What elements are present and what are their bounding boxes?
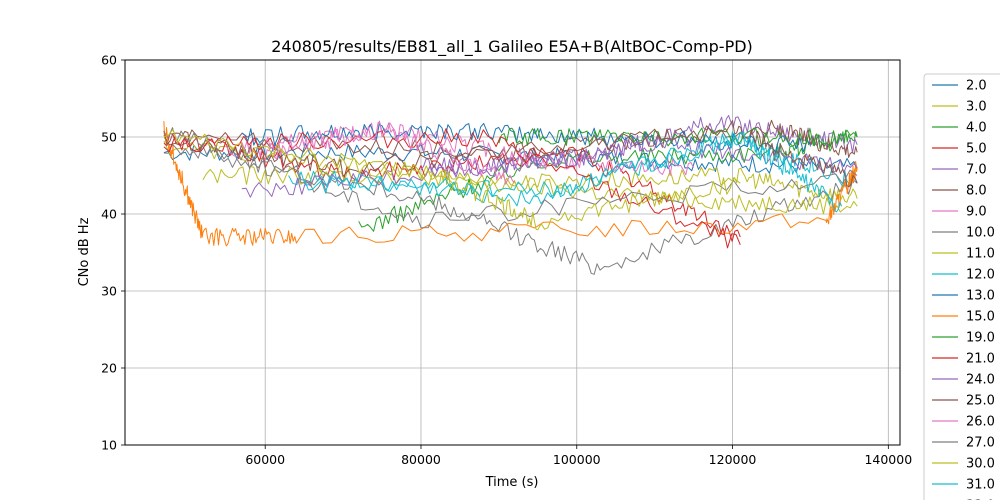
legend-label: 21.0 [966,352,995,367]
legend-label: 12.0 [966,268,995,283]
x-axis-label: Time (s) [485,475,539,490]
legend-label: 24.0 [966,373,995,388]
legend-label: 5.0 [966,142,987,157]
x-tick-label: 120000 [709,452,757,467]
legend-label: 3.0 [966,100,987,115]
series-line-24.0 [241,136,858,198]
legend-label: 9.0 [966,205,987,220]
series-line-30.0 [163,129,741,231]
series-line-15.0 [163,121,858,247]
series-line-7.0 [420,115,858,176]
legend: 2.0 3.0 4.0 5.0 7.0 8.0 9.0 10.0 11.0 12.0 13.0 15.… [923,73,1000,500]
legend-label: 7.0 [966,163,987,178]
legend-label: 31.0 [966,478,995,493]
legend-label: 27.0 [966,436,995,451]
series-line-12.0 [288,131,858,207]
series-line-3.0 [163,140,858,203]
y-tick-label: 60 [101,53,117,68]
legend-label: 26.0 [966,415,995,430]
x-tick-label: 80000 [401,452,441,467]
y-axis-label: CNo dB Hz [77,217,92,286]
y-tick-label: 30 [101,284,117,299]
series-line-4.0 [358,129,858,232]
legend-label: 15.0 [966,310,995,325]
legend-label: 11.0 [966,247,995,262]
legend-label: 25.0 [966,394,995,409]
series-line-27.0 [163,127,858,229]
legend-label: 4.0 [966,121,987,136]
chart-title: 240805/results/EB81_all_1 Galileo E5A+B(… [271,37,753,57]
x-tick-label: 60000 [245,452,285,467]
legend-label: 30.0 [966,457,995,472]
grid [125,59,900,446]
x-tick-label: 100000 [553,452,601,467]
y-tick-label: 40 [101,207,117,222]
legend-label: 10.0 [966,226,995,241]
legend-label: 2.0 [966,79,987,94]
series-layer [163,115,858,275]
legend-label: 13.0 [966,289,995,304]
legend-label: 19.0 [966,331,995,346]
plot-frame [124,59,901,446]
legend-frame [923,73,1000,500]
x-axis-ticks: 60000 80000 100000 120000 140000 [245,445,912,467]
legend-label: 33.0 [966,499,995,500]
y-tick-label: 50 [101,130,117,145]
series-line-26.0 [264,122,515,185]
series-line-25.0 [163,120,858,187]
legend-label: 8.0 [966,184,987,199]
series-line-31.0 [303,131,843,213]
series-line-19.0 [498,127,858,147]
series-line-21.0 [163,128,741,249]
series-line-13.0 [241,122,811,153]
y-axis-ticks: 10 20 30 40 50 60 [101,53,125,453]
y-tick-label: 10 [101,438,117,453]
x-tick-label: 140000 [864,452,912,467]
y-tick-label: 20 [101,361,117,376]
